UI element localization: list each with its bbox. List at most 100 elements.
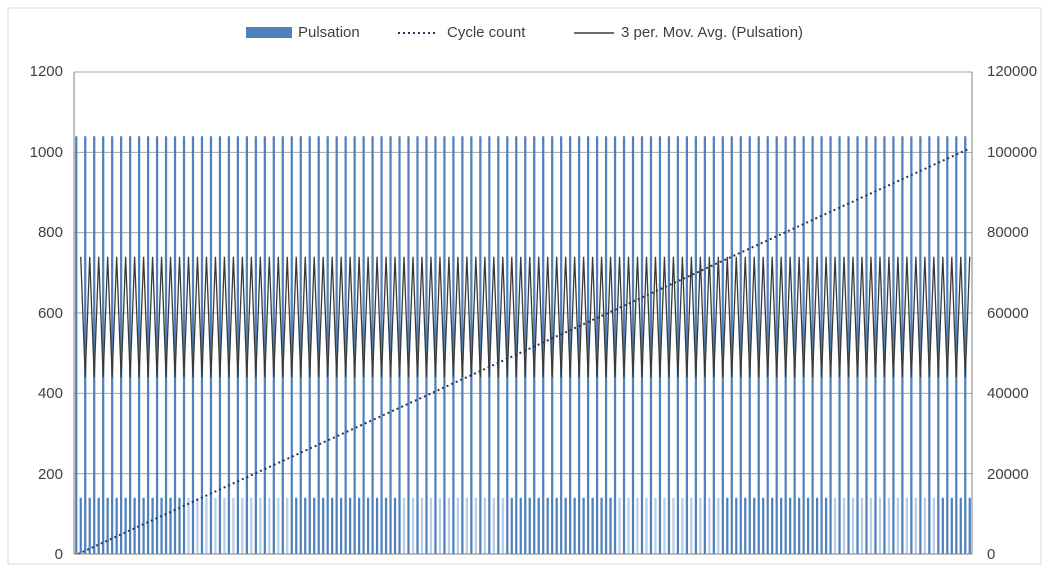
pulsation-bar [941, 497, 944, 554]
pulsation-bar [582, 497, 585, 554]
pulsation-bar [93, 136, 96, 554]
pulsation-bar [667, 136, 671, 554]
pulsation-bar [528, 497, 531, 554]
pulsation-bar [591, 497, 594, 554]
pulsation-bar [129, 136, 132, 554]
pulsation-bar [164, 136, 168, 554]
left-tick-label: 800 [38, 224, 63, 241]
pulsation-bar [299, 136, 302, 554]
pulsation-bar [923, 497, 926, 554]
pulsation-bar [555, 497, 558, 554]
pulsation-bar [452, 136, 455, 554]
pulsation-bar [865, 136, 868, 554]
pulsation-bar [416, 136, 419, 554]
pulsation-bar [636, 497, 639, 554]
pulsation-bar [259, 497, 262, 554]
pulsation-bar [407, 136, 410, 554]
pulsation-bar [241, 497, 244, 554]
pulsation-bar [461, 136, 464, 554]
pulsation-bar [250, 497, 253, 554]
pulsation-bar [838, 136, 841, 554]
pulsation-bar [883, 136, 886, 554]
pulsation-bar [272, 136, 275, 554]
axes [73, 72, 973, 555]
pulsation-bar [178, 497, 181, 554]
pulsation-bar [465, 497, 468, 554]
pulsation-bar [892, 136, 895, 554]
pulsation-bar [631, 136, 635, 554]
left-tick-label: 600 [38, 305, 63, 322]
pulsation-bar [169, 497, 172, 554]
pulsation-bar [470, 136, 473, 554]
right-tick-label: 0 [987, 546, 995, 563]
pulsation-bar [564, 497, 567, 554]
pulsation-bar [209, 136, 213, 554]
pulsation-bar [735, 497, 738, 554]
pulsation-bar [151, 497, 154, 554]
pulsation-bar [142, 497, 145, 554]
pulsation-bar [497, 136, 500, 554]
pulsation-bar [676, 136, 680, 554]
pulsation-bar [793, 136, 796, 554]
pulsation-bar [349, 497, 352, 554]
pulsation-bar [762, 497, 765, 554]
pulsation-bar [798, 497, 801, 554]
right-axis-ticks: 0 20000 40000 60000 80000 100000 120000 [987, 63, 1037, 563]
pulsation-bar [654, 497, 657, 554]
pulsation-bar [757, 136, 760, 554]
pulsation-bar [196, 497, 199, 554]
pulsation-bar [479, 136, 482, 554]
pulsation-bar [353, 136, 356, 554]
pulsation-bar [389, 136, 392, 554]
pulsation-bar [578, 136, 581, 554]
pulsation-bar [896, 497, 900, 554]
pulsation-bar [515, 136, 518, 554]
pulsation-bar [604, 136, 608, 554]
pulsation-bar [290, 136, 293, 554]
pulsation-bar [79, 497, 82, 554]
pulsation-bar [829, 136, 832, 554]
pulsation-bar [474, 497, 477, 554]
pulsation-bar [658, 136, 662, 554]
pulsation-bar [622, 136, 626, 554]
right-tick-label: 20000 [987, 466, 1029, 483]
pulsation-bar [546, 497, 549, 554]
pulsation-bar [456, 497, 460, 554]
pulsation-bar [645, 497, 648, 554]
pulsation-bar [313, 497, 316, 554]
pulsation-bar [649, 136, 653, 554]
pulsation-bar [111, 136, 114, 554]
pulsation-bar [789, 497, 792, 554]
pulsation-bar [946, 136, 949, 554]
pulsation-bar [815, 497, 819, 554]
pulsation-bar [627, 497, 630, 554]
pulsation-bar [573, 497, 576, 554]
pulsation-bar [537, 497, 540, 554]
pulsation-bar [775, 136, 778, 554]
pulsation-bar [97, 497, 100, 554]
legend-label-cycle-count: Cycle count [447, 24, 526, 41]
pulsation-bar [510, 497, 513, 554]
pulsation-bar [488, 136, 491, 554]
pulsation-bar [721, 136, 724, 554]
pulsation-bar [699, 497, 702, 554]
pulsation-bar [402, 497, 406, 554]
right-tick-label: 80000 [987, 224, 1029, 241]
pulsation-bar [842, 497, 846, 554]
pulsation-bar [268, 497, 271, 554]
pulsation-bar [223, 497, 226, 554]
pulsation-bar [398, 136, 401, 554]
pulsation-bar [308, 136, 311, 554]
moving-average-series [80, 256, 971, 378]
pulsation-bar [106, 497, 109, 554]
pulsation-bar [887, 497, 891, 554]
pulsation-bar [959, 497, 962, 554]
pulsation-bar [878, 497, 882, 554]
pulsation-bar [851, 497, 855, 554]
pulsation-bar [371, 136, 374, 554]
pulsation-bar [254, 136, 257, 554]
pulsation-bar [744, 497, 747, 554]
pulsation-bar [569, 136, 572, 554]
pulsation-bar [191, 136, 195, 554]
left-tick-label: 1000 [30, 144, 63, 161]
